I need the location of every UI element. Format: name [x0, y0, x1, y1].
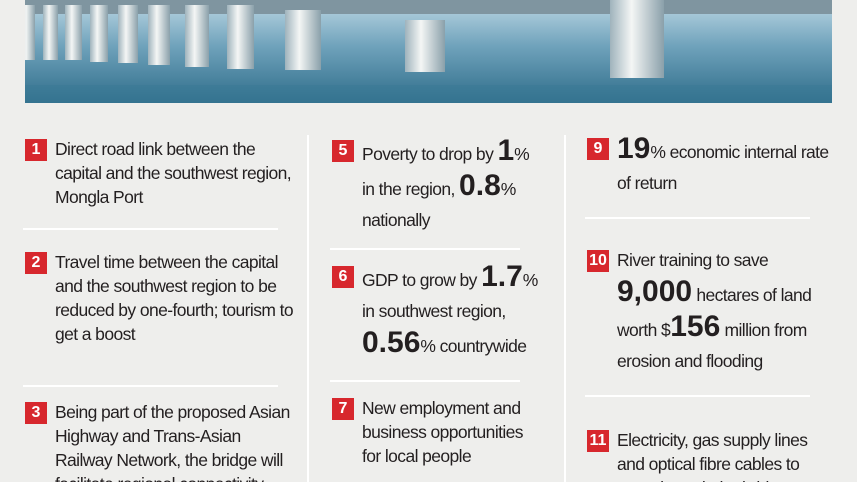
separator [585, 395, 810, 397]
text: Being part of the proposed Asian Highway… [55, 402, 290, 482]
text: Travel time between the capital and the … [55, 252, 294, 344]
text: Direct road link between the capital and… [55, 139, 292, 207]
highlight-figure: 9,000 [617, 275, 693, 308]
item-text: Poverty to drop by 1% in the region, 0.8… [362, 135, 542, 236]
item-number: 10 [587, 250, 609, 272]
item-number: 6 [332, 266, 354, 288]
highlight-figure: 0.56 [362, 326, 421, 359]
item-text: GDP to grow by 1.7% in southwest region,… [362, 261, 542, 362]
item-text: Travel time between the capital and the … [55, 250, 300, 346]
text: New employment and business opportunitie… [362, 398, 524, 466]
highlight-figure: 1 [497, 134, 515, 167]
text: % economic internal rate of return [617, 142, 829, 193]
separator [23, 228, 278, 230]
highlight-figure: 0.8 [459, 169, 501, 202]
text: River training to save [617, 250, 769, 270]
bridge-photo [25, 0, 832, 103]
highlight-figure: 156 [670, 310, 721, 343]
text: hectares of land worth $ [617, 285, 812, 340]
item-number: 1 [25, 139, 47, 161]
item-number: 3 [25, 402, 47, 424]
text: GDP to grow by [362, 270, 482, 290]
text: % in the region, [362, 144, 530, 199]
column-divider [564, 135, 566, 482]
separator [585, 217, 810, 219]
text: Electricity, gas supply lines and optica… [617, 430, 808, 482]
separator [330, 380, 520, 382]
item-text: Direct road link between the capital and… [55, 137, 300, 209]
text: % in southwest region, [362, 270, 538, 321]
item-number: 2 [25, 252, 47, 274]
item-text: New employment and business opportunitie… [362, 396, 542, 468]
separator [330, 248, 520, 250]
text: % nationally [362, 179, 516, 230]
text: Poverty to drop by [362, 144, 498, 164]
highlight-figure: 1.7 [481, 260, 523, 293]
item-number: 9 [587, 138, 609, 160]
item-number: 11 [587, 430, 609, 452]
text: % countrywide [420, 336, 527, 356]
item-text: River training to save 9,000 hectares of… [617, 245, 832, 377]
separator [23, 385, 278, 387]
text: million from erosion and flooding [617, 320, 807, 371]
item-text: Electricity, gas supply lines and optica… [617, 428, 832, 482]
item-number: 7 [332, 398, 354, 420]
item-text: Being part of the proposed Asian Highway… [55, 400, 300, 482]
item-text: 19% economic internal rate of return [617, 133, 832, 199]
column-divider [307, 135, 309, 482]
item-number: 5 [332, 140, 354, 162]
highlight-figure: 19 [617, 132, 651, 165]
